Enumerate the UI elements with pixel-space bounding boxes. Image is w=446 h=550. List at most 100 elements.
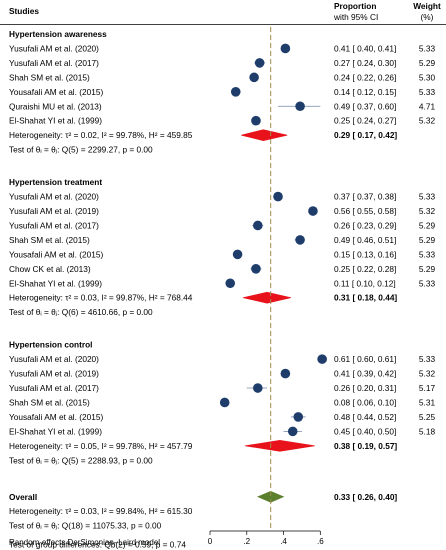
- group-heterogeneity: Heterogeneity: τ² = 0.02, I² = 99.78%, H…: [9, 130, 193, 140]
- study-label: El-Shahat YI et al. (1999): [9, 278, 102, 288]
- study-marker: [308, 206, 318, 216]
- group-test: Test of θᵢ = θⱼ: Q(5) = 2288.93, p = 0.0…: [9, 455, 153, 465]
- header-weight: Weight: [413, 1, 441, 11]
- study-ci-text: 0.26 [ 0.23, 0.29]: [334, 220, 396, 230]
- group-title: Hypertension awareness: [9, 29, 107, 39]
- study-marker: [295, 101, 305, 112]
- group-title: Hypertension control: [9, 340, 92, 350]
- study-weight: 5.33: [419, 249, 436, 259]
- study-weight: 5.32: [419, 369, 436, 379]
- x-tick-label: .4: [280, 537, 287, 546]
- study-weight: 5.32: [419, 206, 436, 216]
- study-label: Yusufali AM et al. (2020): [9, 43, 99, 53]
- study-ci-text: 0.25 [ 0.22, 0.28]: [334, 264, 396, 274]
- study-ci-text: 0.48 [ 0.44, 0.52]: [334, 412, 396, 422]
- study-marker: [252, 220, 263, 231]
- group-test: Test of θᵢ = θⱼ: Q(6) = 4610.66, p = 0.0…: [9, 307, 153, 317]
- study-marker: [232, 249, 243, 260]
- study-label: Yousafali AM et al. (2015): [9, 412, 103, 422]
- study-label: Yusufali AM et al. (2020): [9, 354, 99, 364]
- study-marker: [273, 191, 283, 202]
- study-ci-text: 0.41 [ 0.40, 0.41]: [334, 43, 396, 53]
- overall-heterogeneity: Heterogeneity: τ² = 0.03, I² = 99.84%, H…: [9, 506, 193, 516]
- group-heterogeneity: Heterogeneity: τ² = 0.05, I² = 99.78%, H…: [9, 441, 193, 451]
- group-test: Test of θᵢ = θⱼ: Q(5) = 2299.27, p = 0.0…: [9, 145, 153, 155]
- study-label: Chow CK et al. (2013): [9, 264, 91, 274]
- study-ci-text: 0.08 [ 0.06, 0.10]: [334, 397, 396, 407]
- study-ci-text: 0.25 [ 0.24, 0.27]: [334, 116, 396, 126]
- study-marker: [287, 426, 298, 437]
- study-weight: 5.33: [419, 278, 436, 288]
- study-label: Yousafali AM et al. (2015): [9, 87, 103, 97]
- study-weight: 5.29: [419, 220, 436, 230]
- study-ci-text: 0.27 [ 0.24, 0.30]: [334, 58, 396, 68]
- study-weight: 5.17: [419, 383, 436, 393]
- study-ci-text: 0.49 [ 0.46, 0.51]: [334, 235, 396, 245]
- study-label: El-Shahat YI et al. (1999): [9, 426, 102, 436]
- overall-test: Test of θᵢ = θⱼ: Q(18) = 11075.33, p = 0…: [9, 521, 162, 531]
- overall-diamond: [257, 490, 285, 503]
- study-label: Yusufali AM et al. (2017): [9, 58, 99, 68]
- study-label: Yusufali AM et al. (2017): [9, 220, 99, 230]
- study-ci-text: 0.14 [ 0.12, 0.15]: [334, 87, 396, 97]
- study-ci-text: 0.26 [ 0.20, 0.31]: [334, 383, 396, 393]
- study-marker: [225, 278, 236, 289]
- study-ci-text: 0.24 [ 0.22, 0.26]: [334, 72, 396, 82]
- study-marker: [280, 368, 291, 379]
- study-label: Yusufali AM et al. (2019): [9, 206, 99, 216]
- study-label: Yusufali AM et al. (2020): [9, 192, 99, 202]
- study-weight: 5.32: [419, 116, 436, 126]
- study-label: El-Shahat YI et al. (1999): [9, 116, 102, 126]
- pooled-diamond: [243, 291, 291, 304]
- study-ci-text: 0.37 [ 0.37, 0.38]: [334, 192, 396, 202]
- study-marker: [230, 87, 241, 97]
- study-weight: 5.18: [419, 426, 436, 436]
- study-weight: 5.29: [419, 58, 436, 68]
- overall-ci-text: 0.33 [ 0.26, 0.40]: [334, 492, 397, 502]
- overall-title: Overall: [9, 492, 37, 502]
- study-ci-text: 0.41 [ 0.39, 0.42]: [334, 369, 396, 379]
- study-marker: [295, 235, 305, 245]
- study-weight: 5.33: [419, 87, 436, 97]
- header-ci: with 95% CI: [333, 12, 378, 22]
- study-label: Shah SM et al. (2015): [9, 397, 90, 407]
- study-ci-text: 0.15 [ 0.13, 0.16]: [334, 249, 396, 259]
- study-marker: [252, 383, 263, 393]
- x-tick-label: .2: [243, 537, 250, 546]
- pooled-ci-text: 0.31 [ 0.18, 0.44]: [334, 293, 397, 303]
- model-label: Random-effects DerSimonian–Laird model: [9, 538, 160, 547]
- study-weight: 5.33: [419, 354, 436, 364]
- study-ci-text: 0.61 [ 0.60, 0.61]: [334, 354, 396, 364]
- header-proportion: Proportion: [334, 1, 376, 11]
- study-weight: 5.33: [419, 43, 436, 53]
- study-weight: 5.25: [419, 412, 436, 422]
- study-marker: [251, 264, 261, 274]
- study-marker: [219, 397, 230, 408]
- study-label: Shah SM et al. (2015): [9, 72, 90, 82]
- study-weight: 5.30: [419, 72, 436, 82]
- study-marker: [254, 58, 265, 68]
- study-marker: [293, 412, 304, 422]
- x-tick-label: .6: [317, 537, 324, 546]
- x-tick-label: 0: [208, 537, 213, 546]
- group-differences-test: Test of group differences: Qb(2) = 0.59,…: [9, 539, 186, 549]
- study-weight: 5.29: [419, 264, 436, 274]
- pooled-ci-text: 0.29 [ 0.17, 0.42]: [334, 130, 397, 140]
- study-marker: [251, 115, 261, 126]
- study-label: Yusufali AM et al. (2019): [9, 369, 99, 379]
- pooled-diamond: [241, 129, 288, 141]
- study-weight: 5.33: [419, 192, 436, 202]
- study-ci-text: 0.45 [ 0.40, 0.50]: [334, 426, 396, 436]
- study-weight: 5.29: [419, 235, 436, 245]
- study-weight: 5.31: [419, 397, 436, 407]
- study-ci-text: 0.11 [ 0.10, 0.12]: [334, 278, 396, 288]
- study-ci-text: 0.49 [ 0.37, 0.60]: [334, 101, 396, 111]
- study-label: Quraishi MU et al. (2013): [9, 101, 102, 111]
- study-ci-text: 0.56 [ 0.55, 0.58]: [334, 206, 396, 216]
- study-label: Yousafali AM et al. (2015): [9, 249, 103, 259]
- pooled-ci-text: 0.38 [ 0.19, 0.57]: [334, 441, 397, 451]
- study-marker: [317, 354, 327, 364]
- header-studies: Studies: [9, 6, 39, 16]
- pooled-diamond: [244, 440, 315, 452]
